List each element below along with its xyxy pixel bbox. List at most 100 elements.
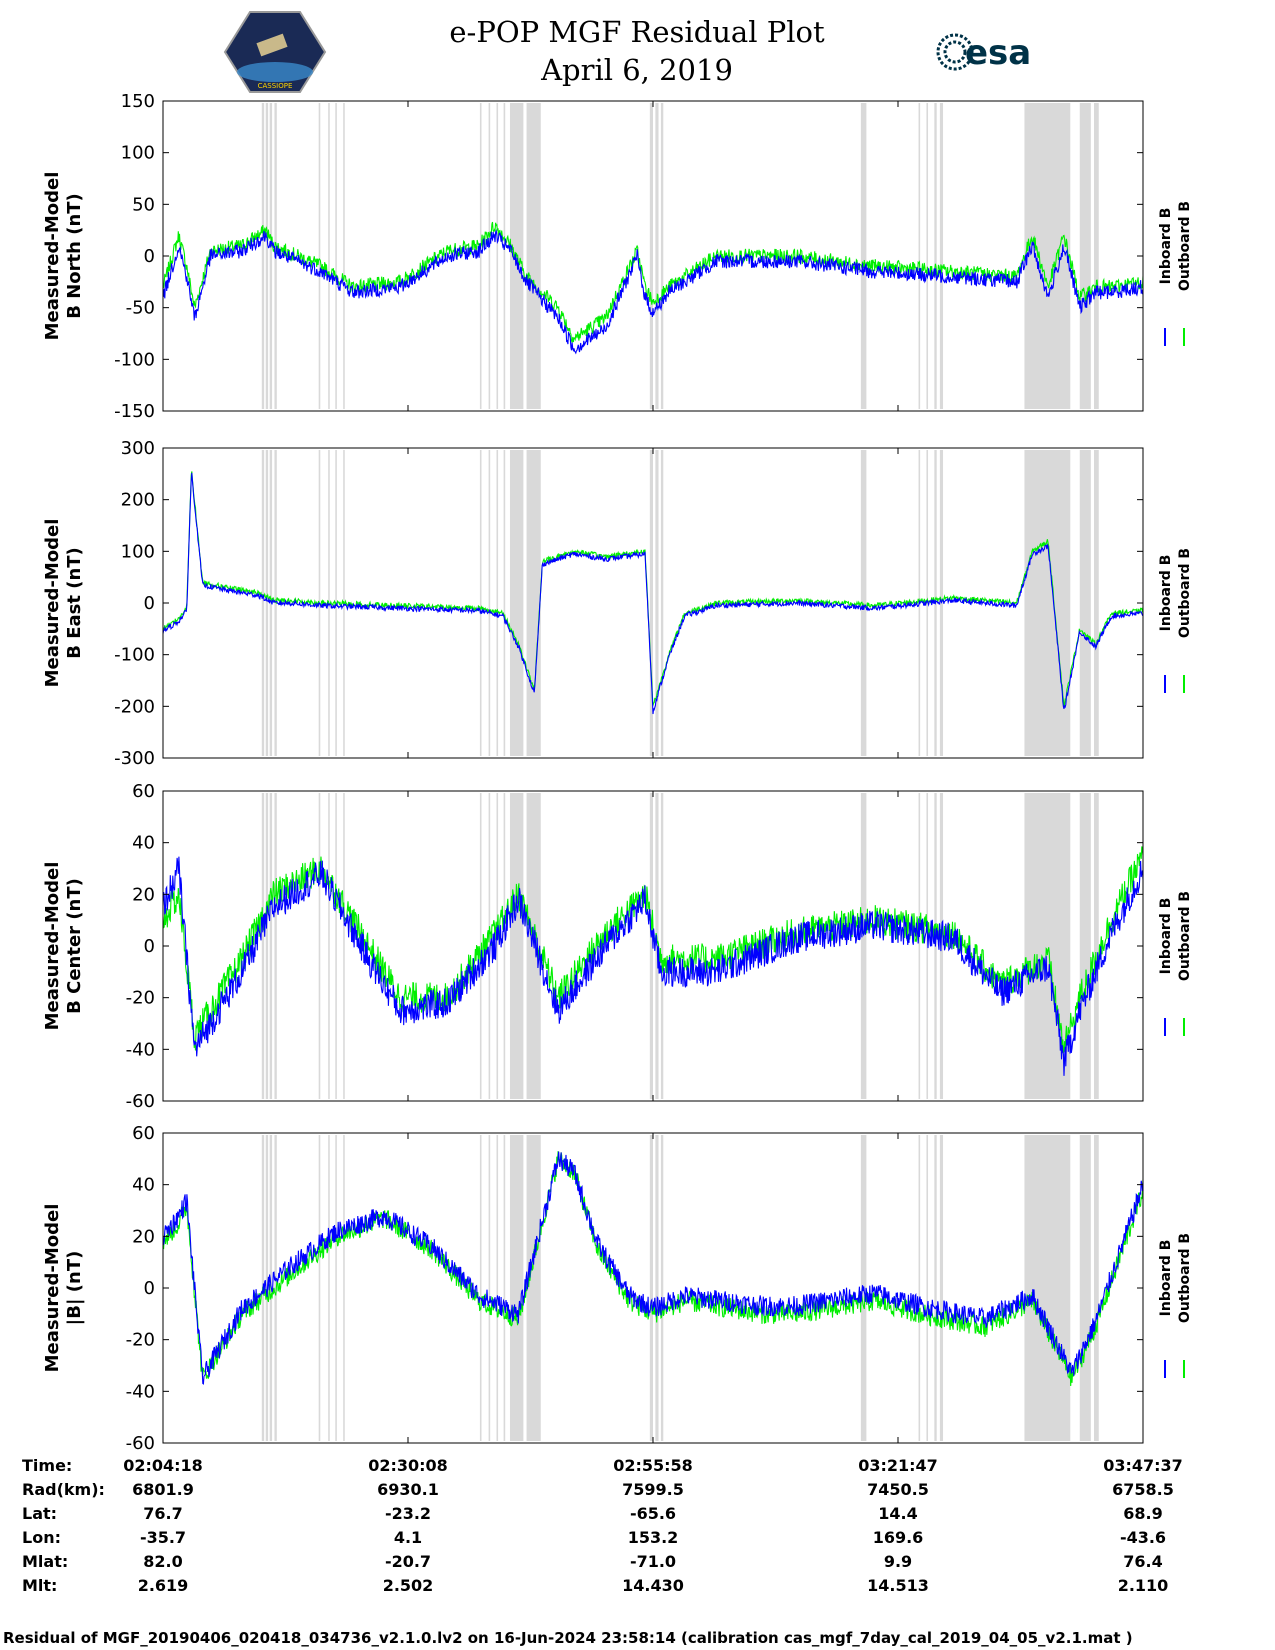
ephem-value: -71.0 (630, 1552, 676, 1571)
shaded-interval (335, 793, 337, 1099)
ephem-value: 14.513 (867, 1576, 929, 1595)
series-line-outboard (163, 221, 1143, 345)
y-tick-label: 40 (132, 833, 155, 854)
ephem-value: 9.9 (884, 1552, 912, 1571)
shaded-interval (860, 450, 867, 756)
plot-panels: -150 -100 -50 0 50 100 150 Measured-ModelB Nort… (42, 91, 1193, 1454)
legend-inboard-label: Inboard B (1158, 1240, 1174, 1317)
shaded-interval (1079, 450, 1091, 756)
shaded-interval (926, 450, 929, 756)
ephemeris-columns: 02:04:18 6801.9 76.7 -35.7 82.0 2.619 02:30:08… (123, 1456, 1183, 1595)
ephem-value: 03:21:47 (858, 1456, 938, 1475)
y-tick-label: -60 (126, 1433, 155, 1454)
shaded-interval (496, 450, 499, 756)
shaded-interval (1094, 103, 1099, 409)
legend-outboard-label: Outboard B (1177, 891, 1193, 981)
shaded-interval (488, 1135, 491, 1441)
shaded-interval (939, 1135, 944, 1441)
y-tick-label: -200 (114, 696, 155, 717)
shaded-interval (328, 1135, 330, 1441)
y-tick-label: 60 (132, 781, 155, 802)
shaded-interval (926, 1135, 929, 1441)
ephem-label-rad: Rad(km): (22, 1480, 105, 1499)
shaded-interval (1024, 103, 1071, 409)
ephem-label-mlt: Mlt: (22, 1576, 57, 1595)
shaded-interval (328, 793, 330, 1099)
shaded-interval (274, 793, 277, 1099)
shaded-interval (655, 103, 659, 409)
y-tick-label: 300 (121, 438, 155, 459)
ephem-value: -43.6 (1120, 1528, 1166, 1547)
y-axis-label: Measured-Model|B| (nT) (42, 1204, 85, 1373)
legend-inboard-label: Inboard B (1158, 555, 1174, 632)
y-tick-label: -20 (126, 988, 155, 1009)
y-tick-label: -100 (114, 645, 155, 666)
y-tick-label: 20 (132, 1226, 155, 1247)
shaded-interval (479, 450, 482, 756)
ephem-value: -35.7 (140, 1528, 186, 1547)
panel-3: -60 -40 -20 0 20 40 60 Measured-ModelB Center (… (42, 781, 1193, 1112)
ephem-value: 7450.5 (867, 1480, 929, 1499)
series-line-inboard (163, 856, 1143, 1076)
ephem-value: 169.6 (873, 1528, 924, 1547)
y-tick-label: 0 (144, 936, 155, 957)
shaded-interval (343, 1135, 345, 1441)
ephem-value: -65.6 (630, 1504, 676, 1523)
shaded-interval (479, 103, 482, 409)
shaded-interval (496, 1135, 499, 1441)
shaded-interval (265, 1135, 269, 1441)
ephem-value: 02:30:08 (368, 1456, 448, 1475)
y-axis-label: Measured-ModelB East (nT) (42, 519, 85, 688)
panel-1: -150 -100 -50 0 50 100 150 Measured-ModelB Nort… (42, 91, 1193, 422)
shaded-interval (918, 103, 921, 409)
shaded-interval (265, 450, 269, 756)
y-tick-label: 0 (144, 1278, 155, 1299)
footer-text: Residual of MGF_20190406_020418_034736_v… (3, 1629, 1133, 1647)
shaded-interval (509, 793, 524, 1099)
shaded-interval (926, 793, 929, 1099)
ephem-value: 2.619 (138, 1576, 189, 1595)
legend-outboard-label: Outboard B (1177, 201, 1193, 291)
shaded-interval (265, 103, 269, 409)
y-tick-label: 20 (132, 884, 155, 905)
legend-outboard-label: Outboard B (1177, 548, 1193, 638)
ephem-value: 68.9 (1123, 1504, 1162, 1523)
shaded-interval (318, 103, 321, 409)
ephem-value: 7599.5 (622, 1480, 684, 1499)
ephem-value: 14.4 (878, 1504, 917, 1523)
shaded-interval (918, 1135, 921, 1441)
chart-date: April 6, 2019 (540, 53, 733, 87)
ephem-value: 6930.1 (377, 1480, 439, 1499)
shaded-interval (509, 450, 524, 756)
ephem-value: -20.7 (385, 1552, 431, 1571)
mission-badge: CASSIOPE (223, 11, 327, 93)
y-tick-label: 0 (144, 246, 155, 267)
y-tick-label: 40 (132, 1175, 155, 1196)
shaded-interval (660, 450, 664, 756)
y-tick-label: -20 (126, 1330, 155, 1351)
shaded-interval (496, 103, 499, 409)
y-tick-label: -50 (126, 298, 155, 319)
shaded-interval (1094, 450, 1099, 756)
shaded-interval (269, 103, 273, 409)
shaded-interval (261, 103, 265, 409)
ephem-value: 02:55:58 (613, 1456, 693, 1475)
shaded-interval (503, 1135, 506, 1441)
shaded-interval (509, 1135, 524, 1441)
shaded-interval (926, 103, 929, 409)
ephem-value: 6801.9 (132, 1480, 194, 1499)
y-axis-label: Measured-ModelB North (nT) (42, 172, 85, 341)
ephem-value: 76.4 (1123, 1552, 1162, 1571)
shaded-interval (335, 1135, 337, 1441)
series-line-inboard (163, 1151, 1143, 1385)
shaded-interval (343, 793, 345, 1099)
shaded-interval (488, 793, 491, 1099)
shaded-interval (1079, 103, 1091, 409)
shaded-interval (1094, 1135, 1099, 1441)
shaded-interval (503, 793, 506, 1099)
y-tick-label: 100 (121, 541, 155, 562)
shaded-interval (479, 793, 482, 1099)
shaded-interval (269, 450, 273, 756)
shaded-interval (496, 793, 499, 1099)
shaded-interval (860, 793, 867, 1099)
